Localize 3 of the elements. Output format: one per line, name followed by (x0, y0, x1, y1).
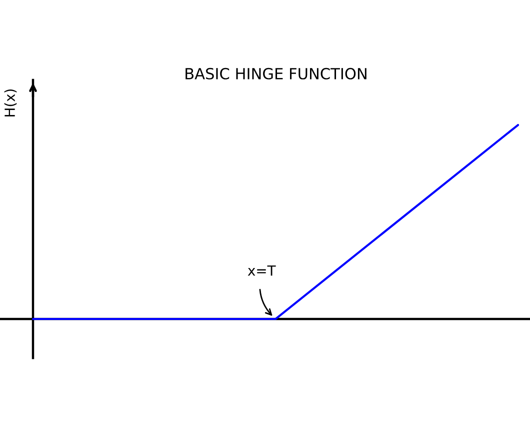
chart-title: BASIC HINGE FUNCTION (186, 68, 366, 80)
y-axis-title: H(x) (4, 89, 17, 116)
annotation: x=T (248, 265, 276, 276)
